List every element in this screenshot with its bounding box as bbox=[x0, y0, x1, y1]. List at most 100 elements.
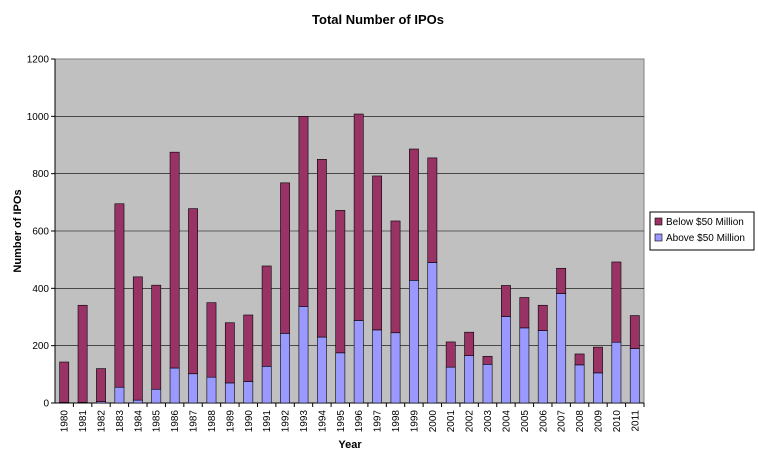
bar-segment bbox=[537, 304, 548, 331]
x-tick-label: 2002 bbox=[465, 410, 476, 433]
x-tick-label: 2005 bbox=[520, 410, 531, 433]
x-tick-label: 2000 bbox=[428, 410, 439, 433]
bar-segment bbox=[611, 261, 622, 343]
x-tick-label: 2011 bbox=[630, 410, 641, 432]
x-tick-label: 1986 bbox=[170, 410, 181, 433]
bar-segment bbox=[59, 361, 70, 403]
bar-segment bbox=[372, 329, 383, 404]
bar-segment bbox=[132, 399, 143, 404]
bar-segment bbox=[556, 267, 567, 294]
bar-segment bbox=[316, 159, 327, 338]
x-tick-label: 1999 bbox=[409, 410, 420, 433]
bar-segment bbox=[372, 175, 383, 331]
bar-segment bbox=[151, 388, 162, 404]
x-tick-label: 1987 bbox=[189, 410, 200, 433]
x-tick-label: 2001 bbox=[446, 410, 457, 433]
bar-segment bbox=[409, 148, 419, 281]
x-tick-label: 1996 bbox=[354, 410, 365, 433]
x-tick-label: 1981 bbox=[78, 410, 89, 433]
x-tick-label: 1989 bbox=[225, 410, 236, 433]
bar-segment bbox=[501, 285, 511, 317]
bar-segment bbox=[353, 320, 364, 404]
legend-label: Above $50 Million bbox=[666, 233, 745, 244]
bar-segment bbox=[353, 113, 364, 321]
bar-segment bbox=[390, 332, 401, 404]
x-tick-label: 2010 bbox=[612, 410, 623, 433]
x-tick-label: 2009 bbox=[593, 410, 604, 433]
y-tick-label: 1200 bbox=[27, 55, 50, 66]
bar-segment bbox=[151, 284, 162, 390]
legend-swatch bbox=[654, 217, 663, 226]
bar-segment bbox=[114, 203, 125, 388]
bar-segment bbox=[445, 366, 456, 404]
bar-segment bbox=[298, 306, 309, 404]
bar-segment bbox=[611, 341, 622, 404]
bar-segment bbox=[574, 364, 585, 404]
bar-segment bbox=[482, 355, 493, 365]
bar-segment bbox=[519, 327, 530, 404]
bar-segment bbox=[335, 352, 346, 404]
bar-segment bbox=[132, 276, 143, 401]
bar-segment bbox=[464, 355, 475, 404]
x-tick-label: 1994 bbox=[317, 410, 328, 433]
bar-segment bbox=[243, 381, 254, 404]
bar-segment bbox=[335, 210, 346, 354]
x-tick-label: 1997 bbox=[373, 410, 384, 433]
bar-segment bbox=[593, 372, 603, 404]
x-tick-label: 1991 bbox=[262, 410, 273, 433]
bar-segment bbox=[501, 316, 511, 404]
bar-segment bbox=[593, 346, 603, 374]
y-tick-label: 400 bbox=[32, 284, 49, 295]
bar-segment bbox=[556, 293, 567, 404]
y-tick-label: 800 bbox=[32, 169, 49, 180]
x-tick-label: 2004 bbox=[501, 410, 512, 433]
bar-segment bbox=[445, 341, 456, 368]
bar-segment bbox=[482, 363, 493, 404]
bar-segment bbox=[427, 262, 438, 404]
bar-segment bbox=[280, 182, 290, 334]
y-axis-title: Number of IPOs bbox=[12, 189, 24, 272]
x-axis-title: Year bbox=[338, 439, 362, 451]
bar-segment bbox=[464, 331, 475, 356]
bar-segment bbox=[169, 367, 180, 404]
bar-segment bbox=[96, 368, 106, 402]
bar-segment bbox=[409, 280, 419, 404]
x-tick-label: 2006 bbox=[538, 410, 549, 433]
bar-segment bbox=[390, 220, 401, 334]
bar-segment bbox=[519, 297, 530, 329]
y-tick-label: 0 bbox=[43, 399, 49, 410]
x-tick-label: 1990 bbox=[244, 410, 255, 433]
bar-segment bbox=[280, 333, 290, 404]
x-tick-label: 1883 bbox=[115, 410, 126, 433]
x-tick-label: 1984 bbox=[133, 410, 144, 433]
bar-segment bbox=[224, 382, 235, 404]
bar-segment bbox=[114, 386, 125, 404]
bar-segment bbox=[427, 157, 438, 263]
bar-segment bbox=[188, 208, 198, 375]
bar-segment bbox=[574, 353, 585, 366]
x-tick-label: 2007 bbox=[557, 410, 568, 433]
bar-segment bbox=[206, 302, 217, 378]
x-tick-label: 1988 bbox=[207, 410, 218, 433]
x-tick-label: 1992 bbox=[281, 410, 292, 433]
x-tick-label: 1995 bbox=[336, 410, 347, 433]
x-tick-label: 1985 bbox=[152, 410, 163, 433]
legend-swatch bbox=[654, 233, 663, 242]
legend-label: Below $50 Million bbox=[666, 217, 744, 228]
bar-segment bbox=[243, 314, 254, 382]
chart-title: Total Number of IPOs bbox=[312, 12, 444, 27]
x-tick-label: 2003 bbox=[483, 410, 494, 433]
bar-segment bbox=[629, 315, 640, 349]
y-tick-label: 200 bbox=[32, 341, 49, 352]
bar-segment bbox=[169, 151, 180, 369]
bar-segment bbox=[77, 304, 88, 403]
bar-segment bbox=[537, 330, 548, 404]
x-tick-label: 1998 bbox=[391, 410, 402, 433]
bar-segment bbox=[206, 376, 217, 404]
legend-box bbox=[649, 211, 755, 251]
x-tick-label: 1982 bbox=[97, 410, 108, 433]
plot-area: 0 200 400 600 800 1000 1200 1980 1981 1982 1883 198… bbox=[27, 55, 645, 433]
x-tick-label: 2008 bbox=[575, 410, 586, 433]
